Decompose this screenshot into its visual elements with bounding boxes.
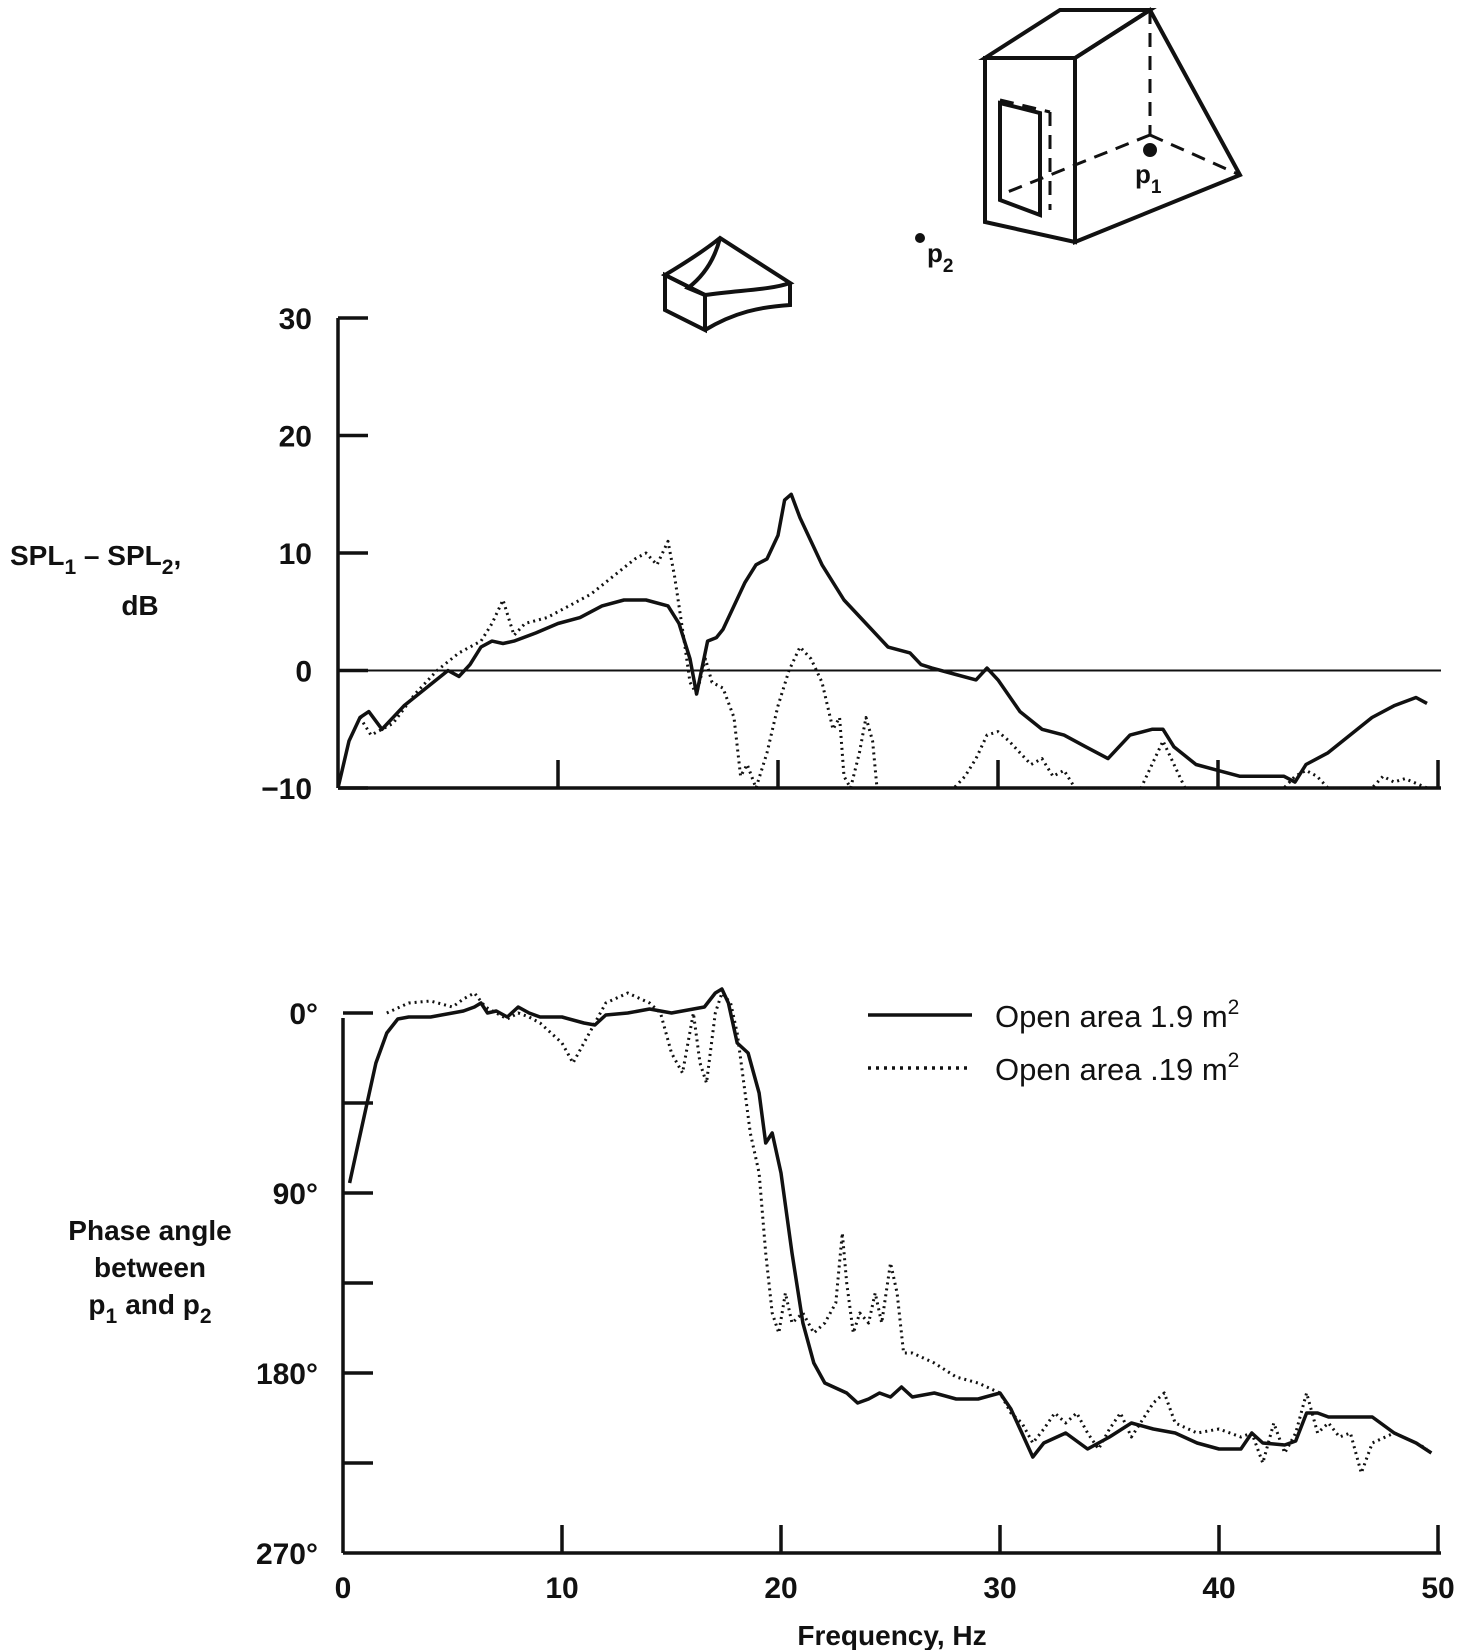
phase-x-tick-label: 20 [764, 1572, 797, 1605]
phase-series-dotted-line [386, 991, 1428, 1475]
spl-y-tick-label: −10 [261, 773, 312, 806]
enclosure-hidden-edges [999, 10, 1241, 210]
spl-series-solid-line [336, 492, 1428, 789]
spl-axes [336, 318, 1441, 790]
phase-x-axis-title: Frequency, Hz [797, 1620, 986, 1650]
enclosure-side-face [1073, 7, 1243, 245]
enclosure-diagram [978, 7, 1243, 245]
loudspeaker-source-icon [660, 235, 795, 334]
phase-x-tick-label: 50 [1421, 1572, 1454, 1605]
phase-y-tick-label: 90° [273, 1178, 318, 1211]
phase-x-tick-label: 40 [1202, 1572, 1235, 1605]
spl-y-ticks: −10 0 10 20 30 [261, 303, 368, 806]
microphone-p1-dot [1143, 143, 1157, 157]
legend: Open area 1.9 m2 Open area .19 m2 [868, 996, 1239, 1087]
phase-y-ticks: 0° 90° 180° 270° [256, 998, 373, 1571]
microphone-p2-dot [915, 233, 925, 243]
spl-y-axis-title: SPL1 – SPL2, [10, 540, 181, 579]
phase-x-tick-label: 0 [335, 1572, 352, 1605]
spl-x-ticks [556, 760, 1440, 788]
spl-series-dotted-line [358, 539, 1428, 790]
phase-angle-chart: 0° 90° 180° 270° 0 10 20 30 40 50 Phase angle be… [68, 987, 1455, 1650]
phase-y-tick-label: 0° [289, 998, 318, 1031]
phase-x-tick-label: 10 [545, 1572, 578, 1605]
phase-y-tick-label: 270° [256, 1538, 318, 1571]
enclosure-top-face [978, 7, 1157, 60]
spl-y-tick-label: 30 [279, 303, 312, 336]
phase-y-tick-label: 180° [256, 1358, 318, 1391]
phase-series [347, 987, 1433, 1475]
enclosure-opening [998, 100, 1042, 218]
phase-y-axis-title-line2: between [94, 1252, 206, 1283]
phase-x-tick-label: 30 [983, 1572, 1016, 1605]
microphone-p1-label: p1 [1135, 159, 1162, 198]
spl-difference-chart: −10 0 10 20 30 SPL1 – SPL2, dB [10, 303, 1441, 806]
phase-y-axis-title-line1: Phase angle [68, 1215, 231, 1246]
spl-y-axis-unit: dB [121, 590, 158, 621]
phase-axes [341, 1018, 1441, 1555]
phase-y-axis-title-line3: p1 and p2 [88, 1289, 211, 1328]
spl-y-tick-label: 0 [295, 656, 312, 689]
spl-y-tick-label: 20 [279, 421, 312, 454]
microphone-p2-label: p2 [927, 238, 953, 277]
phase-series-solid-line [347, 987, 1433, 1459]
legend-label-dotted: Open area .19 m2 [995, 1049, 1239, 1087]
spl-series [336, 492, 1428, 790]
spl-y-tick-label: 10 [279, 538, 312, 571]
phase-x-ticks: 0 10 20 30 40 50 [335, 1525, 1455, 1605]
legend-label-solid: Open area 1.9 m2 [995, 996, 1239, 1034]
